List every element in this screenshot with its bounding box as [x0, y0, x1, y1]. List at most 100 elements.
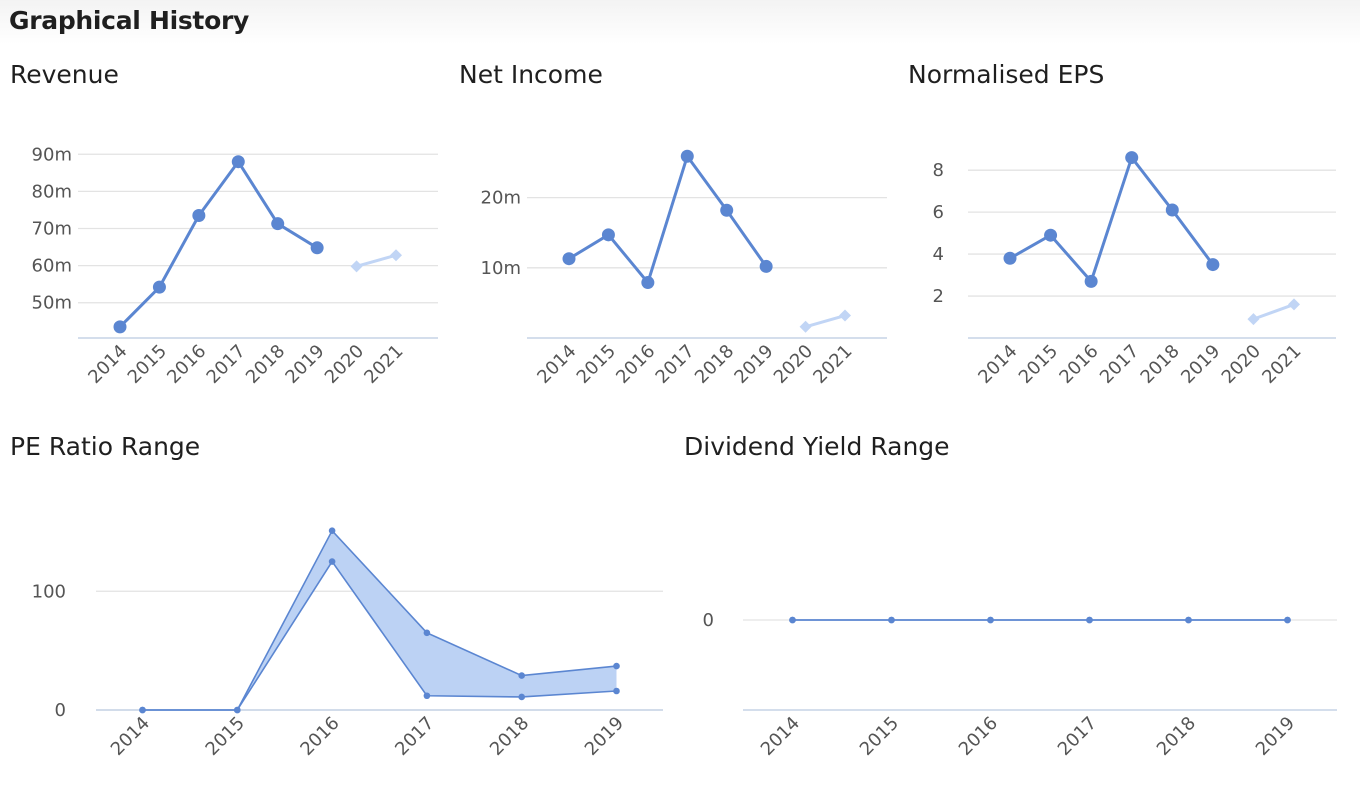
- y-tick-label: 4: [933, 244, 944, 265]
- revenue-chart-title: Revenue: [10, 60, 119, 89]
- x-tick-label: 2019: [730, 341, 777, 388]
- net-income-point-2018: [720, 203, 734, 217]
- y-tick-label: 10m: [481, 258, 521, 279]
- pe-ratio-range-low-point-2016: [328, 558, 336, 565]
- x-tick-label: 2020: [321, 341, 368, 388]
- net-income-chart-title: Net Income: [459, 60, 603, 89]
- header-bar: [0, 0, 1360, 44]
- revenue-forecast-line: [356, 253, 397, 268]
- x-tick-label: 2018: [486, 713, 533, 760]
- x-tick-label: 2015: [1015, 341, 1062, 388]
- normalised-eps-point-2015: [1044, 228, 1058, 242]
- y-tick-label: 0: [55, 700, 66, 721]
- pe-ratio-range-low-point-2018: [518, 693, 525, 701]
- x-tick-label: 2021: [1258, 341, 1305, 388]
- y-tick-label: 8: [933, 160, 944, 181]
- net-income-point-2017: [680, 149, 694, 163]
- y-tick-label: 100: [32, 581, 66, 602]
- y-tick-label: 0: [703, 610, 714, 631]
- net-income-forecast-point-2020: [799, 320, 812, 333]
- normalised-eps-forecast-line: [1252, 303, 1295, 321]
- dividend-yield-range-chart-title: Dividend Yield Range: [684, 432, 950, 461]
- x-tick-label: 2019: [581, 713, 628, 760]
- normalised-eps-actual-line: [1009, 156, 1215, 283]
- pe-ratio-range-high-point-2019: [613, 662, 620, 670]
- dividend-yield-range-panel: Dividend Yield Range 0 2014 2015 2016 2017 20…: [684, 432, 1349, 777]
- pe-ratio-range-chart-title: PE Ratio Range: [10, 432, 201, 461]
- x-tick-label: 2020: [770, 341, 817, 388]
- pe-ratio-range-high-point-2016: [328, 527, 336, 534]
- y-tick-label: 6: [933, 202, 944, 223]
- x-tick-label: 2017: [652, 341, 699, 388]
- x-tick-label: 2017: [1054, 713, 1101, 760]
- dividend-yield-range-low-point-2015: [888, 616, 895, 624]
- x-tick-label: 2020: [1218, 341, 1265, 388]
- normalised-eps-forecast-point-2021: [1288, 298, 1300, 311]
- x-tick-label: 2018: [1153, 713, 1200, 760]
- normalised-eps-point-2017: [1125, 151, 1139, 165]
- normalised-eps-point-2016: [1084, 274, 1098, 288]
- y-tick-label: 60m: [32, 256, 72, 277]
- x-tick-label: 2016: [163, 341, 210, 388]
- normalised-eps-point-2018: [1165, 203, 1179, 217]
- normalised-eps-point-2019: [1206, 258, 1220, 272]
- x-tick-label: 2019: [281, 341, 328, 388]
- revenue-point-2017: [231, 155, 245, 169]
- y-tick-label: 80m: [32, 181, 72, 202]
- net-income-actual-line: [568, 154, 768, 285]
- pe-ratio-range-chart: 0 100 2014 2015 2016 2017 2018 2019: [32, 527, 663, 760]
- x-tick-label: 2018: [242, 341, 289, 388]
- net-income-point-2016: [641, 276, 655, 290]
- x-tick-label: 2021: [360, 341, 407, 388]
- pe-ratio-range-low-point-2017: [423, 692, 431, 700]
- pe-ratio-range-low-point-2014: [139, 706, 146, 714]
- x-tick-label: 2016: [612, 341, 659, 388]
- dividend-yield-range-low-point-2017: [1086, 616, 1093, 624]
- x-tick-label: 2014: [757, 713, 804, 760]
- normalised-eps-forecast-point-2020: [1247, 313, 1260, 326]
- pe-ratio-range-high-point-2018: [518, 672, 525, 679]
- net-income-forecast-point-2021: [839, 309, 851, 322]
- pe-ratio-range-low-line: [142, 560, 617, 711]
- revenue-point-2015: [152, 280, 166, 294]
- revenue-point-2019: [310, 241, 324, 255]
- revenue-forecast-point-2021: [390, 249, 402, 262]
- x-tick-label: 2021: [809, 341, 856, 388]
- x-tick-label: 2017: [391, 713, 438, 760]
- x-tick-label: 2019: [1177, 341, 1224, 388]
- x-tick-label: 2018: [691, 341, 738, 388]
- normalised-eps-panel: Normalised EPS 2 4 6 8 2014 2015 2016 2017 2018 2…: [908, 60, 1348, 400]
- net-income-panel: Net Income 10m 20m 2014 2015 2016 2017 2018 201…: [459, 60, 899, 400]
- x-tick-label: 2017: [1096, 341, 1143, 388]
- x-tick-label: 2015: [124, 341, 171, 388]
- x-tick-label: 2015: [202, 713, 249, 760]
- revenue-forecast-point-2020: [350, 260, 363, 273]
- net-income-point-2015: [601, 228, 615, 242]
- y-tick-label: 2: [933, 286, 944, 307]
- y-tick-label: 20m: [481, 188, 521, 209]
- x-tick-label: 2014: [533, 341, 580, 388]
- pe-ratio-range-low-point-2019: [613, 687, 620, 695]
- revenue-actual-line: [118, 160, 318, 328]
- x-tick-label: 2018: [1137, 341, 1184, 388]
- x-tick-label: 2016: [1055, 341, 1102, 388]
- x-tick-label: 2015: [856, 713, 903, 760]
- net-income-point-2014: [562, 252, 576, 266]
- net-income-point-2019: [759, 259, 773, 273]
- revenue-point-2014: [113, 320, 127, 334]
- x-tick-label: 2019: [1252, 713, 1299, 760]
- x-tick-label: 2015: [573, 341, 620, 388]
- normalised-eps-chart-title: Normalised EPS: [908, 60, 1105, 89]
- y-tick-label: 50m: [32, 293, 72, 314]
- normalised-eps-point-2014: [1003, 251, 1017, 265]
- pe-ratio-range-band: [142, 530, 617, 710]
- pe-ratio-range-low-point-2015: [234, 706, 241, 714]
- x-tick-label: 2014: [107, 713, 154, 760]
- y-tick-label: 70m: [32, 219, 72, 240]
- dividend-yield-range-low-point-2019: [1284, 616, 1291, 624]
- x-tick-label: 2014: [84, 341, 131, 388]
- net-income-forecast-line: [805, 314, 846, 329]
- dividend-yield-range-low-point-2018: [1185, 616, 1192, 624]
- pe-ratio-range-high-point-2017: [423, 629, 431, 637]
